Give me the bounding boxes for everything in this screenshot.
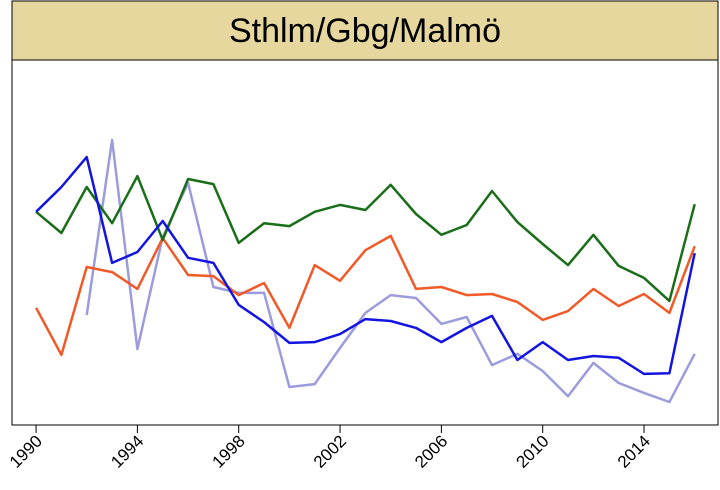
x-tick-label: 1990 <box>6 432 46 472</box>
chart-title: Sthlm/Gbg/Malmö <box>229 12 501 50</box>
plot-frame <box>11 59 719 426</box>
x-tick-label: 1994 <box>107 432 147 472</box>
series-line <box>34 234 696 357</box>
series-line <box>85 138 696 404</box>
series-line <box>35 174 696 303</box>
x-tick-label: 2002 <box>310 432 350 472</box>
x-tick-label: 2014 <box>614 432 654 472</box>
series-line <box>35 155 696 376</box>
x-tick-label: 1998 <box>209 432 249 472</box>
x-tick-label: 2006 <box>411 432 451 472</box>
x-tick-label: 2010 <box>513 432 553 472</box>
title-strip <box>11 0 719 61</box>
